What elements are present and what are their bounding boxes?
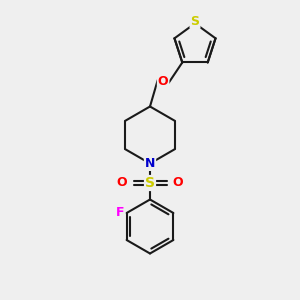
Text: N: N xyxy=(145,157,155,170)
Text: S: S xyxy=(190,15,200,28)
Text: O: O xyxy=(158,75,169,88)
Text: O: O xyxy=(117,176,128,190)
Text: S: S xyxy=(145,176,155,190)
Text: F: F xyxy=(116,206,124,220)
Text: O: O xyxy=(172,176,183,190)
